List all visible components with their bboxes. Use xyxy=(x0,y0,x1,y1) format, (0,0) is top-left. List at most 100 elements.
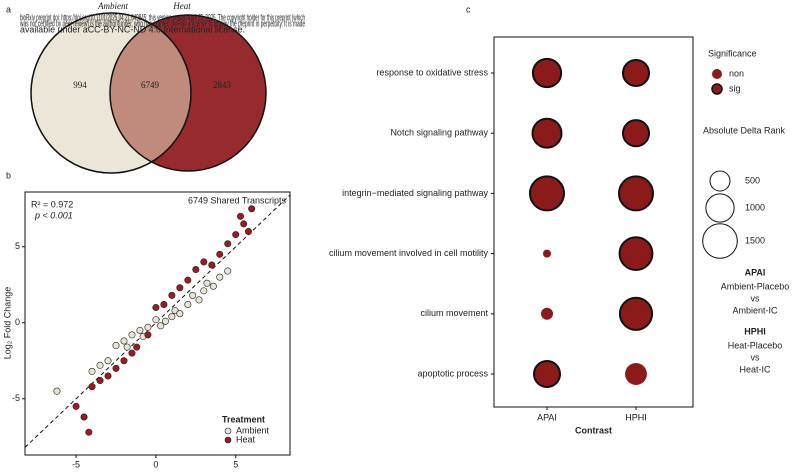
size-legend-label: 1500 xyxy=(745,235,765,245)
region-count: 2843 xyxy=(213,80,232,90)
point xyxy=(128,331,136,339)
point xyxy=(144,323,152,331)
point xyxy=(176,310,184,318)
legend-swatch xyxy=(711,83,723,95)
contrast-note: Ambient-IC xyxy=(732,305,778,315)
dot xyxy=(528,175,566,212)
dot xyxy=(531,117,563,149)
legend-swatch xyxy=(224,427,232,435)
point xyxy=(157,322,165,330)
point xyxy=(161,317,169,325)
dot xyxy=(621,119,651,148)
x-tick-label: HPHI xyxy=(625,412,647,422)
point xyxy=(189,291,197,299)
point xyxy=(136,326,144,334)
point xyxy=(244,228,252,236)
point xyxy=(216,273,224,281)
annotation: 6749 Shared Transcripts xyxy=(188,195,287,205)
contrast-note: Heat-Placebo xyxy=(728,340,783,350)
contrast-note: Ambient-Placebo xyxy=(721,281,790,291)
y-tick-label: -5 xyxy=(12,393,20,403)
point xyxy=(80,413,88,421)
panel-label: a xyxy=(6,4,11,14)
panel-label: c xyxy=(466,4,471,14)
preprint-notice: bioRxiv preprint doi: https://doi.org/10… xyxy=(20,12,305,22)
y-tick-label: Notch signaling pathway xyxy=(390,128,488,138)
preprint-notice: was not certified by peer review) is the… xyxy=(19,18,305,28)
venn-overlap xyxy=(110,15,191,171)
contrast-note: APAI xyxy=(745,267,766,277)
set-label: Ambient xyxy=(97,1,128,11)
dot xyxy=(621,58,651,88)
legend-label: sig xyxy=(729,83,741,93)
point xyxy=(184,300,192,308)
y-tick-label: cilium movement xyxy=(420,308,488,318)
point xyxy=(85,428,93,436)
legend-swatch xyxy=(224,436,232,444)
dot xyxy=(541,307,553,320)
point xyxy=(216,250,224,258)
point xyxy=(224,240,232,248)
contrast-note: HPHI xyxy=(744,326,766,336)
point xyxy=(104,357,112,365)
point xyxy=(104,372,112,380)
point xyxy=(120,337,128,345)
y-tick-label: response to oxidative stress xyxy=(376,67,488,77)
point xyxy=(88,367,96,375)
point xyxy=(195,296,203,304)
dot xyxy=(617,175,655,212)
point xyxy=(209,282,217,290)
preprint-notice: available under aCC-BY-NC-ND 4.0 Interna… xyxy=(20,24,245,34)
point xyxy=(224,267,232,275)
set-label: Heat xyxy=(172,1,191,11)
point xyxy=(96,361,104,369)
point xyxy=(152,304,160,312)
y-axis-label: Log₂ Fold Change xyxy=(2,287,12,360)
dot xyxy=(531,57,563,89)
region-count: 6749 xyxy=(141,80,160,90)
legend-label: Heat xyxy=(236,434,256,444)
point xyxy=(240,220,248,228)
contrast-note: vs xyxy=(751,352,761,362)
point xyxy=(123,343,131,351)
legend-title: Absolute Delta Rank xyxy=(703,125,786,135)
point xyxy=(112,364,120,372)
point xyxy=(152,316,160,324)
point xyxy=(160,300,168,308)
point xyxy=(176,284,184,292)
point xyxy=(72,402,80,410)
point xyxy=(248,205,256,213)
y-tick-label: cilium movement involved in cell motilit… xyxy=(329,248,489,258)
y-tick-label: apoptotic process xyxy=(417,368,488,378)
y-tick-label: 0 xyxy=(15,317,20,327)
point xyxy=(203,279,211,287)
point xyxy=(88,383,96,391)
dot xyxy=(618,296,654,331)
point xyxy=(112,342,120,350)
point xyxy=(192,266,200,274)
point xyxy=(96,377,104,385)
legend-label: non xyxy=(729,68,744,78)
point xyxy=(133,343,141,351)
point xyxy=(144,331,152,339)
plot-frame xyxy=(493,36,694,408)
size-legend-circle xyxy=(702,223,738,259)
annotation: p < 0.001 xyxy=(34,210,73,220)
x-tick-label: APAI xyxy=(537,412,557,422)
y-tick-label: integrin−mediated signaling pathway xyxy=(342,188,488,198)
legend-label: Ambient xyxy=(236,425,270,435)
dot xyxy=(625,363,647,385)
dot xyxy=(532,359,562,389)
legend-title: Significance xyxy=(708,48,757,58)
x-tick-label: -5 xyxy=(72,459,80,469)
y-tick-label: 5 xyxy=(15,241,20,251)
legend-title: Treatment xyxy=(222,414,265,424)
point xyxy=(237,212,245,220)
point xyxy=(208,261,216,269)
point xyxy=(200,287,208,295)
region-count: 994 xyxy=(73,80,87,90)
point xyxy=(184,276,192,284)
contrast-note: Heat-IC xyxy=(739,364,771,374)
plot-frame xyxy=(24,191,291,456)
